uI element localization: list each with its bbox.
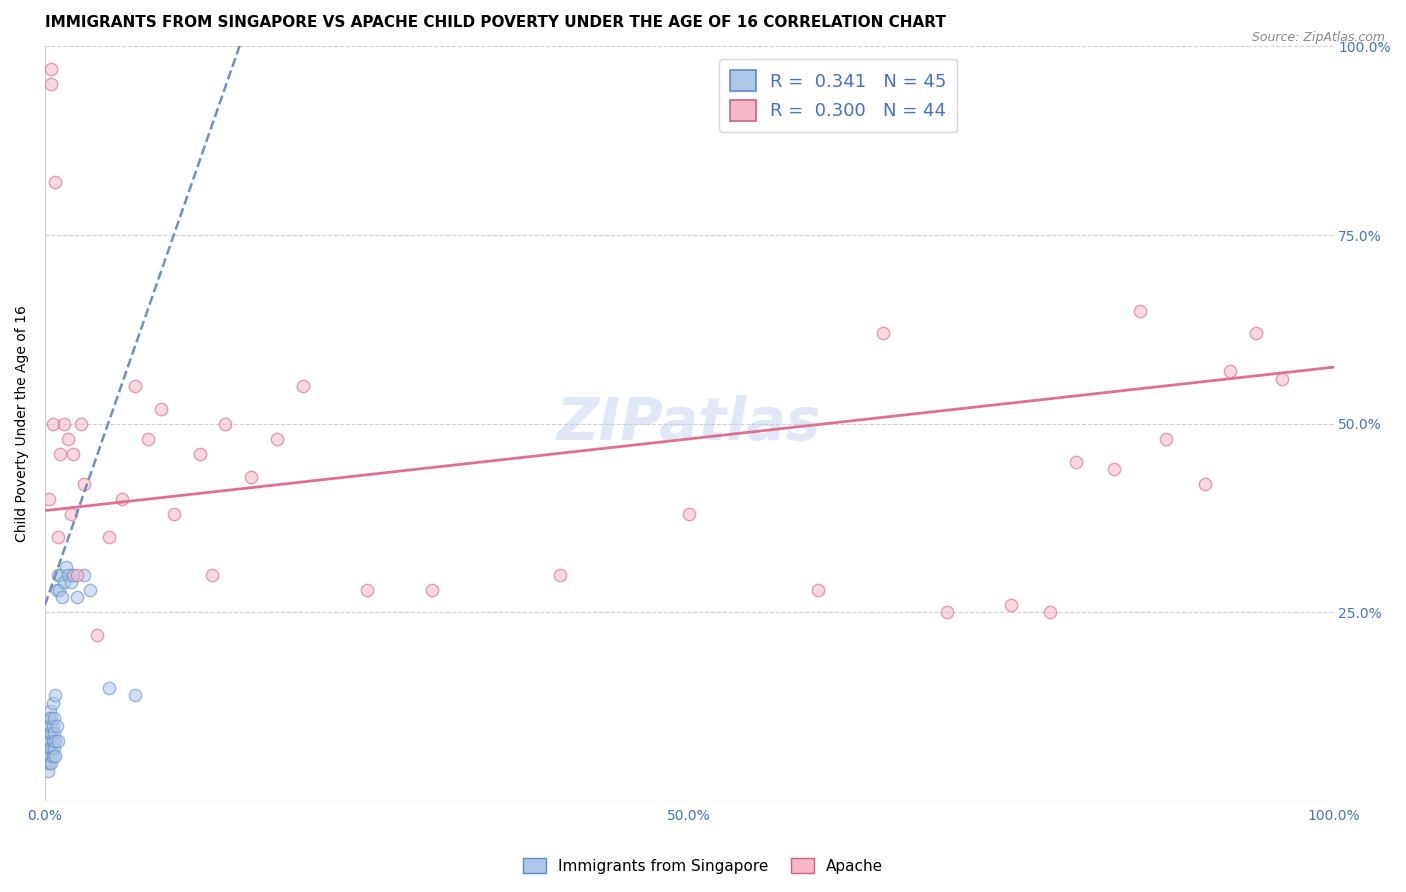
Point [124,379,146,393]
Point [66,567,89,582]
Point [39,719,62,733]
Point [1104,462,1126,476]
Point [98,530,121,544]
Point [56,432,79,446]
Point [49,447,72,461]
Point [41,719,63,733]
Point [46,567,69,582]
Point [37,741,59,756]
Point [41,741,63,756]
Point [111,492,134,507]
Point [356,582,378,597]
Point [79,582,101,597]
Point [72,477,94,491]
Point [53,417,76,431]
Point [62,447,84,461]
Point [53,575,76,590]
Legend: R =  0.341   N = 45, R =  0.300   N = 44: R = 0.341 N = 45, R = 0.300 N = 44 [720,59,957,132]
Point [39,733,62,747]
Point [37,764,59,778]
Point [56,567,79,582]
Point [48,582,70,597]
Point [149,401,172,416]
Point [136,432,159,446]
Legend: Immigrants from Singapore, Apache: Immigrants from Singapore, Apache [516,852,890,880]
Point [124,689,146,703]
Point [678,508,700,522]
Point [163,508,186,522]
Point [46,530,69,544]
Point [936,606,959,620]
Point [44,689,66,703]
Point [41,756,63,771]
Point [51,591,73,605]
Point [41,62,63,76]
Point [44,175,66,189]
Point [59,508,82,522]
Point [39,704,62,718]
Point [240,469,263,483]
Point [1129,303,1152,318]
Point [214,417,236,431]
Point [41,77,63,91]
Point [37,719,59,733]
Text: Source: ZipAtlas.com: Source: ZipAtlas.com [1251,31,1385,45]
Point [291,379,314,393]
Point [45,582,67,597]
Point [1154,432,1177,446]
Point [1271,371,1294,385]
Point [41,748,63,763]
Point [49,567,72,582]
Point [44,733,66,747]
Point [41,733,63,747]
Point [42,711,65,725]
Point [46,733,69,747]
Point [41,417,63,431]
Point [38,741,60,756]
Point [1244,326,1267,341]
Point [72,567,94,582]
Point [59,575,82,590]
Point [35,748,58,763]
Point [188,447,211,461]
Point [201,567,224,582]
Point [38,756,60,771]
Point [266,432,288,446]
Point [41,711,63,725]
Point [37,733,59,747]
Point [42,741,65,756]
Point [1064,454,1087,468]
Point [44,748,66,763]
Point [1194,477,1216,491]
Point [1219,364,1241,378]
Y-axis label: Child Poverty Under the Age of 16: Child Poverty Under the Age of 16 [15,305,30,542]
Point [41,726,63,740]
Point [70,417,93,431]
Point [98,681,121,695]
Point [38,711,60,725]
Point [550,567,572,582]
Point [55,560,77,574]
Point [66,591,89,605]
Point [1039,606,1062,620]
Point [420,582,443,597]
Point [39,748,62,763]
Point [45,719,67,733]
Point [38,726,60,740]
Point [1000,598,1022,612]
Point [38,492,60,507]
Point [62,567,84,582]
Point [41,696,63,710]
Point [872,326,894,341]
Point [35,756,58,771]
Point [807,582,830,597]
Point [42,726,65,740]
Point [86,628,108,642]
Text: IMMIGRANTS FROM SINGAPORE VS APACHE CHILD POVERTY UNDER THE AGE OF 16 CORRELATIO: IMMIGRANTS FROM SINGAPORE VS APACHE CHIL… [45,15,946,30]
Text: ZIPatlas: ZIPatlas [557,395,821,452]
